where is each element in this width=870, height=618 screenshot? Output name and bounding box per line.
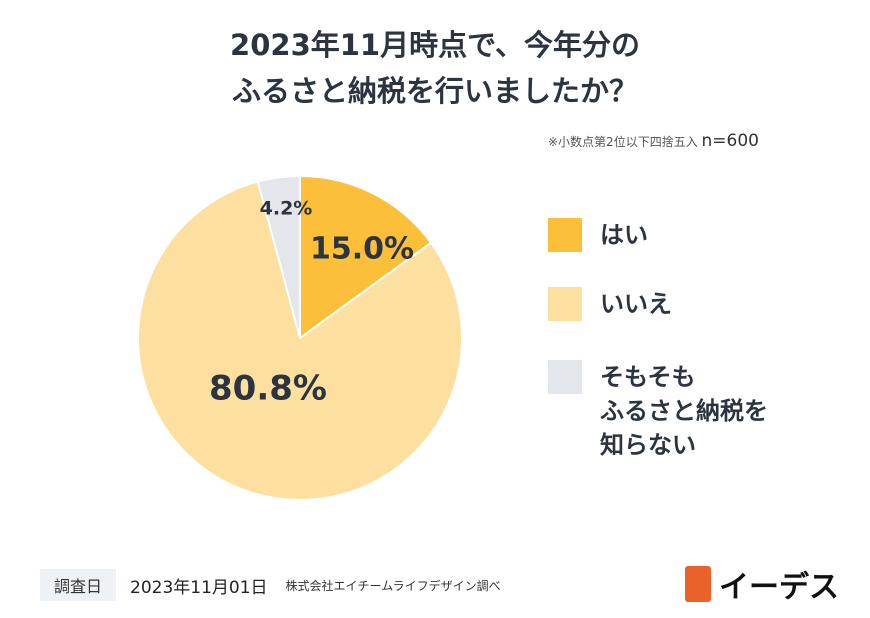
pie-slice bbox=[137, 180, 463, 501]
data-label: 15.0% bbox=[310, 232, 414, 267]
data-label: 80.8% bbox=[209, 369, 327, 409]
mascot-logo-icon bbox=[685, 566, 711, 602]
legend-swatch bbox=[548, 287, 582, 321]
legend-label: そもそも ふるさと納税を 知らない bbox=[600, 360, 768, 462]
survey-date: 2023年11月01日 bbox=[130, 577, 268, 598]
source: 株式会社エイチームライフデザイン調べ bbox=[285, 578, 501, 593]
logo-text: イーデス bbox=[719, 570, 839, 605]
logo: イーデス bbox=[685, 562, 839, 606]
legend-line: そもそも bbox=[600, 363, 696, 391]
chart-title: 2023年11月時点で、今年分の ふるさと納税を行いましたか？ bbox=[0, 22, 870, 114]
rounding-note: ※小数点第2位以下四捨五入 bbox=[548, 135, 698, 149]
sample-size: n=600 bbox=[701, 131, 759, 151]
note: ※小数点第2位以下四捨五入 n=600 bbox=[548, 131, 759, 151]
pie-slice bbox=[299, 174, 433, 340]
legend-swatch bbox=[548, 218, 582, 252]
legend-swatch bbox=[548, 360, 582, 394]
legend-line: 知らない bbox=[600, 431, 696, 459]
data-label: 4.2% bbox=[260, 198, 313, 220]
title-line-1: 2023年11月時点で、今年分の bbox=[230, 28, 640, 62]
survey-date-label: 調査日 bbox=[40, 569, 117, 601]
legend-line: ふるさと納税を bbox=[600, 397, 768, 425]
footer: 調査日 2023年11月01日 株式会社エイチームライフデザイン調べ bbox=[40, 569, 501, 601]
title-line-2: ふるさと納税を行いましたか？ bbox=[231, 74, 638, 108]
pie-slice bbox=[256, 174, 301, 339]
legend-label: いいえ bbox=[600, 290, 672, 318]
legend-label: はい bbox=[600, 221, 648, 249]
